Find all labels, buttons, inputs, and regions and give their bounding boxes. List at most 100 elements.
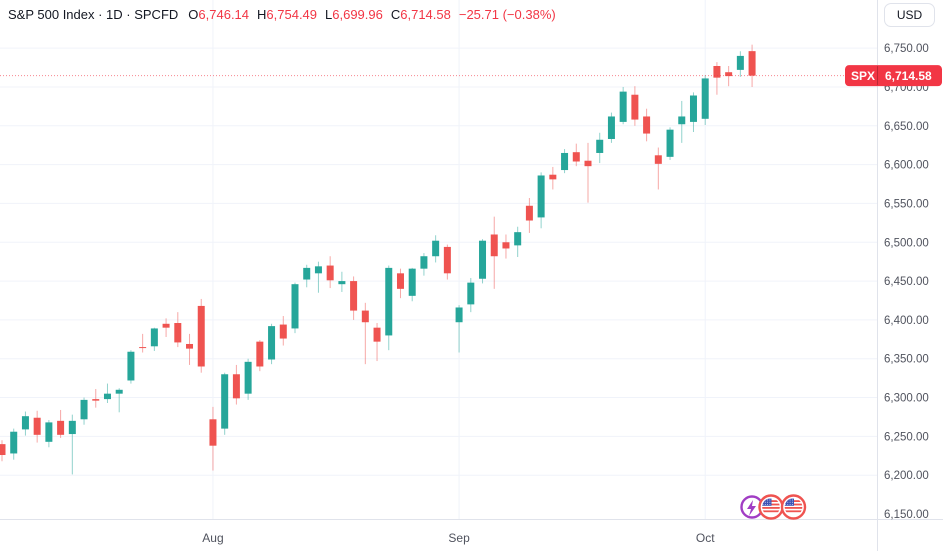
last-price-badge: SPX 6,714.58 bbox=[845, 65, 942, 87]
price-tick-label: 6,300.00 bbox=[884, 393, 929, 405]
candle bbox=[103, 383, 111, 403]
candle bbox=[92, 389, 100, 408]
candle bbox=[115, 388, 123, 413]
candle bbox=[57, 409, 65, 438]
price-tick-label: 6,400.00 bbox=[884, 315, 929, 327]
candle bbox=[631, 86, 639, 126]
candle bbox=[244, 358, 252, 400]
candle bbox=[221, 372, 229, 435]
price-tick-label: 6,750.00 bbox=[884, 43, 929, 55]
candle bbox=[584, 142, 592, 203]
candle bbox=[607, 112, 615, 143]
candles-layer bbox=[0, 44, 756, 475]
us-flag-event-icon[interactable] bbox=[758, 494, 784, 520]
candle bbox=[490, 216, 498, 289]
month-tick-label: Oct bbox=[696, 531, 715, 545]
ohlc-low: L6,699.96 bbox=[325, 7, 383, 22]
candle bbox=[10, 428, 18, 460]
candle bbox=[209, 406, 217, 471]
candle bbox=[338, 271, 346, 292]
candle bbox=[525, 198, 533, 233]
candle bbox=[396, 268, 404, 299]
candle bbox=[150, 327, 158, 351]
candle bbox=[139, 333, 147, 353]
ohlc-open: O6,746.14 bbox=[188, 7, 250, 22]
candle bbox=[268, 323, 276, 365]
candle bbox=[162, 318, 170, 337]
candle bbox=[291, 282, 299, 334]
candle bbox=[432, 235, 440, 263]
candle bbox=[736, 51, 744, 77]
candle bbox=[678, 100, 686, 143]
candle bbox=[314, 261, 322, 293]
candle bbox=[127, 350, 135, 384]
candle bbox=[502, 234, 510, 259]
price-tick-label: 6,650.00 bbox=[884, 121, 929, 133]
candle bbox=[713, 62, 721, 95]
candle bbox=[561, 149, 569, 174]
badge-symbol: SPX bbox=[851, 69, 875, 83]
candle bbox=[643, 108, 651, 142]
change-value: −25.71 (−0.38%) bbox=[458, 7, 556, 22]
candle bbox=[256, 340, 264, 372]
candle bbox=[537, 172, 545, 229]
price-tick-label: 6,200.00 bbox=[884, 470, 929, 482]
symbol-info-bar: S&P 500 Index · 1D · SPCFD O6,746.14 H6,… bbox=[8, 7, 556, 22]
economic-event-purple-icon[interactable] bbox=[740, 495, 764, 519]
currency-toggle-button[interactable]: USD bbox=[884, 3, 935, 27]
symbol-title[interactable]: S&P 500 Index · 1D · SPCFD bbox=[8, 7, 179, 22]
candle bbox=[350, 276, 358, 320]
candle bbox=[443, 244, 451, 280]
month-tick-label: Aug bbox=[202, 531, 223, 545]
grid-layer bbox=[0, 0, 877, 519]
candle bbox=[21, 411, 29, 436]
candle bbox=[80, 397, 88, 425]
price-tick-label: 6,500.00 bbox=[884, 237, 929, 249]
candle bbox=[701, 75, 709, 126]
candle bbox=[619, 86, 627, 125]
candle bbox=[385, 265, 393, 351]
price-tick-label: 6,150.00 bbox=[884, 509, 929, 521]
candle bbox=[549, 166, 557, 190]
time-axis[interactable]: Aug Sep Oct bbox=[202, 531, 715, 545]
price-tick-label: 6,250.00 bbox=[884, 431, 929, 443]
candle bbox=[0, 440, 6, 462]
candle bbox=[68, 414, 76, 475]
candle bbox=[186, 333, 194, 365]
candle bbox=[408, 267, 416, 302]
candle bbox=[33, 410, 41, 443]
candle bbox=[197, 298, 205, 373]
candle bbox=[654, 147, 662, 190]
price-tick-label: 6,550.00 bbox=[884, 198, 929, 210]
candle bbox=[326, 256, 334, 289]
ohlc-high: H6,754.49 bbox=[257, 7, 318, 22]
candle bbox=[596, 132, 604, 164]
candle bbox=[689, 92, 697, 132]
candle bbox=[232, 364, 240, 405]
badge-price: 6,714.58 bbox=[885, 69, 932, 83]
candle bbox=[455, 305, 463, 353]
ohlc-close: C6,714.58 bbox=[390, 7, 451, 22]
candle bbox=[514, 226, 522, 258]
economic-event-icons[interactable] bbox=[740, 494, 807, 520]
price-tick-label: 6,450.00 bbox=[884, 276, 929, 288]
candle bbox=[572, 143, 580, 167]
candle bbox=[666, 127, 674, 160]
candle bbox=[725, 66, 733, 87]
candle bbox=[361, 302, 369, 365]
candle bbox=[748, 44, 756, 87]
price-tick-label: 6,600.00 bbox=[884, 160, 929, 172]
candle bbox=[45, 420, 53, 448]
candle bbox=[373, 323, 381, 362]
us-flag-event-icon[interactable] bbox=[780, 494, 807, 520]
candle bbox=[303, 264, 311, 288]
price-axis[interactable]: 6,750.006,700.006,650.006,600.006,550.00… bbox=[884, 43, 929, 521]
candle bbox=[420, 253, 428, 276]
month-tick-label: Sep bbox=[448, 531, 470, 545]
candle bbox=[479, 239, 487, 284]
candle bbox=[279, 316, 287, 346]
price-tick-label: 6,350.00 bbox=[884, 354, 929, 366]
candle bbox=[467, 277, 475, 313]
